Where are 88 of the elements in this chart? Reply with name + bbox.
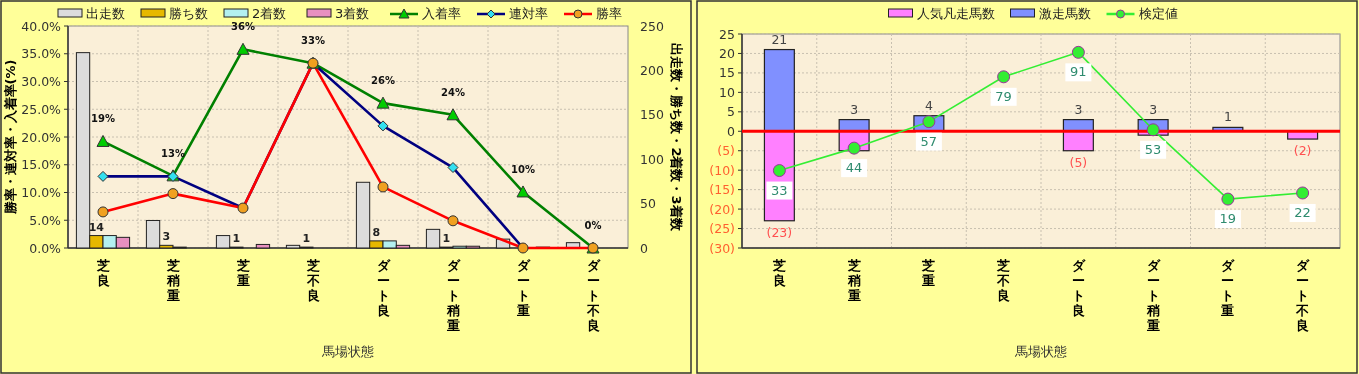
x-tick-label: 芝重 <box>235 258 250 288</box>
data-label: 21 <box>771 31 788 47</box>
data-label: 1 <box>302 232 311 246</box>
y-tick-label: 15 <box>719 65 735 81</box>
y2-tick-label: 100 <box>640 151 664 167</box>
data-label: (2) <box>1293 143 1312 159</box>
data-label: 22 <box>1294 204 1311 220</box>
data-label: 36% <box>231 21 255 33</box>
x-tick-label: ダート良 <box>376 258 391 318</box>
data-label: 4 <box>924 97 933 113</box>
y-tick-label: 25 <box>719 26 735 42</box>
x-tick-label: 芝重 <box>921 258 936 288</box>
legend-label: 激走馬数 <box>1038 6 1091 21</box>
data-label: 33 <box>771 182 788 198</box>
x-tick-label: 芝良 <box>771 258 786 288</box>
y-tick-label: 35.0% <box>21 46 62 62</box>
y-tick-label: (25) <box>709 221 735 237</box>
legend-label: 人気凡走馬数 <box>916 6 995 21</box>
data-label: 44 <box>845 160 863 176</box>
x-tick-label: ダート不良 <box>1295 258 1311 333</box>
x-tick-label: 芝稍重 <box>165 258 180 303</box>
data-label: 13% <box>161 147 185 159</box>
data-label: 8 <box>372 225 381 239</box>
data-label: 24% <box>441 86 465 98</box>
data-label: 3 <box>1149 101 1158 117</box>
data-label: 79 <box>995 88 1012 104</box>
legend-label: 出走数 <box>86 6 125 21</box>
data-label: 19 <box>1219 211 1237 227</box>
legend-label: 検定値 <box>1138 6 1178 21</box>
y-tick-label: (15) <box>709 182 735 198</box>
x-tick-label: ダート稍重 <box>445 258 461 333</box>
y-tick-label: 5.0% <box>29 212 62 228</box>
x-tick-label: ダート不良 <box>585 258 601 333</box>
y-tick-label: 40.0% <box>21 18 62 34</box>
y-tick-label: 10 <box>719 84 736 100</box>
x-tick-label: ダート稍重 <box>1145 258 1161 333</box>
legend-label: 3着数 <box>335 6 370 21</box>
x-tick-label: 芝良 <box>95 258 110 288</box>
y-axis-title: 勝率・連対率・入着率(%) <box>3 59 18 216</box>
x-tick-label: 芝稍重 <box>846 258 861 303</box>
data-label: 1 <box>1223 109 1232 125</box>
legend-label: 連対率 <box>509 6 548 21</box>
data-label: 1 <box>442 232 451 246</box>
y-tick-label: 20 <box>719 45 736 61</box>
y-tick-label: (30) <box>709 240 735 256</box>
data-label: 53 <box>1144 141 1162 157</box>
data-label: 3 <box>162 230 171 244</box>
y-tick-label: (10) <box>709 162 735 178</box>
y-tick-label: 30.0% <box>21 74 62 89</box>
y-tick-label: 25.0% <box>21 101 62 117</box>
data-label: 0% <box>584 220 602 231</box>
y2-tick-label: 200 <box>640 62 664 78</box>
y2-tick-label: 150 <box>640 107 664 123</box>
y2-tick-label: 0 <box>640 240 648 256</box>
legend-label: 入着率 <box>422 6 461 21</box>
data-label: 3 <box>850 101 859 117</box>
data-label: 3 <box>1074 101 1083 117</box>
legend-label: 2着数 <box>252 6 287 21</box>
data-label: (5) <box>1069 154 1088 170</box>
x-tick-label: ダート重 <box>515 258 531 318</box>
data-label: 33% <box>301 35 325 47</box>
legend-label: 勝ち数 <box>169 6 208 21</box>
y-tick-label: 10.0% <box>21 185 62 200</box>
y-tick-label: 0 <box>727 123 736 139</box>
data-label: (23) <box>766 224 793 240</box>
y2-axis-title: 出走数・勝ち数・2着数・3着数 <box>669 43 684 232</box>
y-tick-label: 15.0% <box>21 157 62 173</box>
y-tick-label: (5) <box>717 143 735 159</box>
y-tick-label: 0.0% <box>29 240 62 256</box>
x-tick-label: ダート良 <box>1071 258 1086 318</box>
x-tick-label: ダート重 <box>1220 258 1236 318</box>
data-label: 10% <box>511 163 535 175</box>
data-label: 19% <box>91 113 115 125</box>
legend-label: 勝率 <box>596 6 622 21</box>
y-tick-label: (20) <box>709 201 735 217</box>
data-label: 91 <box>1070 64 1087 80</box>
y-tick-label: 20.0% <box>21 129 62 145</box>
data-label: 26% <box>371 75 395 87</box>
x-axis-title: 馬場状態 <box>1014 344 1067 359</box>
y2-tick-label: 250 <box>640 18 664 34</box>
x-tick-label: 芝不良 <box>996 258 1011 303</box>
x-axis-title: 馬場状態 <box>321 344 374 359</box>
data-label: 14 <box>88 220 105 234</box>
data-label: 57 <box>920 133 938 149</box>
y2-tick-label: 50 <box>640 196 656 212</box>
y-tick-label: 5 <box>727 104 735 120</box>
x-tick-label: 芝不良 <box>305 258 320 303</box>
data-label: 1 <box>232 232 241 246</box>
